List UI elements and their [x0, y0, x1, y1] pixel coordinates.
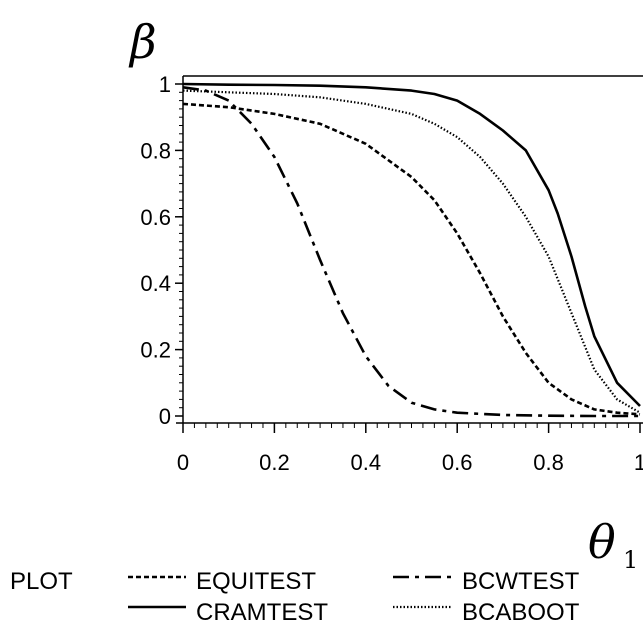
y-tick-label: 0.2	[140, 338, 171, 363]
legend: PLOT EQUITEST CRAMTEST BCWTEST BCABOOT	[10, 568, 580, 626]
x-tick-label: 0	[177, 450, 189, 475]
legend-label-cramtest: CRAMTEST	[196, 599, 328, 626]
y-axis-label: β	[128, 15, 157, 69]
x-axis-label-subscript: 1	[623, 546, 638, 574]
x-tick-label: 0.4	[351, 450, 382, 475]
x-axis: 0 0.2 0.4 0.6 0.8 1	[177, 423, 643, 475]
series-line-bcaboot	[182, 89, 641, 414]
x-tick-label: 1	[634, 450, 643, 475]
legend-label-bcaboot: BCABOOT	[462, 599, 580, 626]
series-lines	[182, 82, 641, 418]
legend-label-equitest: EQUITEST	[196, 568, 316, 595]
x-tick-label: 0.2	[259, 450, 290, 475]
y-tick-label: 0.8	[140, 138, 171, 163]
y-tick-label: 0.4	[140, 271, 171, 296]
y-tick-label: 1	[159, 72, 171, 97]
x-tick-label: 0.6	[442, 450, 473, 475]
y-tick-label: 0	[159, 404, 171, 429]
y-axis: 0 0.2 0.4 0.6 0.8 1	[140, 72, 183, 429]
y-tick-label: 0.6	[140, 205, 171, 230]
x-axis-label: θ	[588, 515, 616, 569]
plot-frame	[176, 75, 643, 424]
legend-label-bcwtest: BCWTEST	[462, 568, 580, 595]
legend-title: PLOT	[10, 568, 73, 595]
series-line-cramtest	[182, 82, 641, 407]
x-tick-label: 0.8	[533, 450, 564, 475]
series-line-bcwtest	[182, 86, 640, 418]
series-line-equitest	[182, 102, 641, 416]
